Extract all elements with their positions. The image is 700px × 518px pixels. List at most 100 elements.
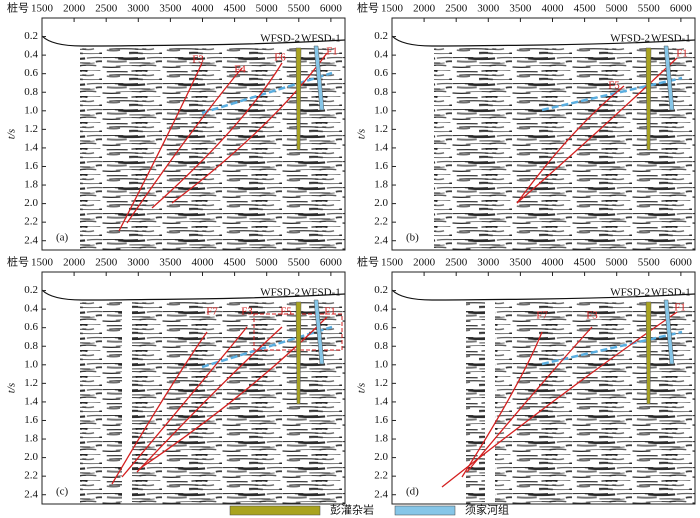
x-axis-label: 桩号 — [7, 1, 29, 15]
surface-line — [41, 289, 346, 301]
well-label: WFSD-1 — [651, 33, 691, 45]
y-tick-label: 1.2 — [374, 123, 388, 135]
fault-label: F5 — [608, 80, 620, 92]
x-tick-label: 5000 — [606, 257, 629, 269]
x-tick-label: 4000 — [191, 3, 214, 15]
fault-label: F5 — [280, 306, 292, 318]
y-tick-label: 0.8 — [24, 340, 38, 352]
x-tick-label: 4000 — [191, 257, 214, 269]
fault-label: F1 — [326, 46, 338, 58]
panel-label: (a) — [56, 232, 69, 244]
x-tick-label: 4500 — [574, 257, 597, 269]
fault-label: F1 — [324, 306, 336, 318]
y-axis-label: t/s — [6, 383, 18, 393]
fault — [136, 326, 283, 473]
y-tick-label: 2.0 — [374, 197, 388, 209]
well-label: WFSD-2 — [610, 287, 650, 299]
y-tick-label: 1.8 — [24, 179, 38, 191]
panel-label: (c) — [56, 486, 69, 498]
y-tick-label: 0.8 — [24, 86, 38, 98]
fault-label: F3 — [192, 54, 204, 66]
y-tick-label: 0.6 — [24, 67, 38, 79]
horizon — [541, 330, 683, 366]
fault-label: F3 — [586, 310, 598, 322]
x-tick-label: 2500 — [95, 257, 118, 269]
well-wfsd-2 — [295, 47, 302, 151]
y-tick-label: 2.2 — [374, 470, 388, 482]
x-tick-label: 3000 — [477, 257, 500, 269]
fault — [516, 57, 678, 204]
y-tick-label: 0.6 — [374, 321, 388, 333]
x-axis-label: 桩号 — [7, 255, 29, 269]
x-tick-label: 3500 — [509, 257, 532, 269]
well-label: WFSD-1 — [301, 33, 341, 45]
horizon — [541, 76, 683, 112]
y-tick-label: 1.2 — [24, 377, 38, 389]
x-tick-label: 6000 — [320, 257, 343, 269]
y-tick-label: 1.0 — [24, 104, 38, 116]
x-tick-label: 2000 — [63, 257, 86, 269]
x-tick-label: 5500 — [638, 3, 661, 15]
x-tick-label: 4000 — [541, 3, 564, 15]
y-tick-label: 1.0 — [374, 104, 388, 116]
x-tick-label: 2500 — [445, 257, 468, 269]
fault-label: F7 — [536, 310, 548, 322]
legend-label: 彭灌杂岩 — [330, 503, 374, 517]
y-tick-label: 1.0 — [374, 358, 388, 370]
y-tick-label: 0.4 — [374, 303, 388, 315]
well-label: WFSD-1 — [301, 287, 341, 299]
x-tick-label: 5500 — [638, 257, 661, 269]
panel: 1500 2000 2500 3000 3500 4000 4500 5000 5500 6000… — [6, 255, 346, 505]
x-tick-label: 5500 — [288, 257, 311, 269]
x-axis-label: 桩号 — [357, 255, 379, 269]
surface-line — [41, 35, 346, 47]
x-tick-label: 5000 — [256, 257, 278, 269]
well-wfsd-1 — [663, 45, 675, 111]
y-tick-label: 1.2 — [24, 123, 38, 135]
x-tick-label: 3000 — [127, 257, 150, 269]
frame — [41, 17, 346, 251]
surface-line — [391, 289, 696, 301]
x-tick-label: 4000 — [541, 257, 564, 269]
fault — [126, 67, 243, 224]
y-tick-label: 2.2 — [374, 216, 388, 228]
well-wfsd-1 — [663, 299, 675, 365]
y-tick-label: 0.4 — [24, 49, 38, 61]
y-tick-label: 1.6 — [374, 414, 388, 426]
well-label: WFSD-1 — [651, 287, 691, 299]
x-tick-label: 3500 — [509, 3, 532, 15]
y-tick-label: 1.4 — [24, 141, 38, 153]
fault — [516, 85, 625, 204]
y-tick-label: 1.8 — [374, 433, 388, 445]
y-tick-label: 2.4 — [374, 234, 388, 246]
y-tick-label: 1.6 — [24, 160, 38, 172]
y-tick-label: 2.4 — [374, 488, 388, 500]
well-wfsd-1 — [313, 45, 325, 111]
legend-swatch — [229, 505, 321, 516]
fault — [171, 52, 328, 204]
fault — [111, 331, 208, 485]
y-tick-label: 0.2 — [374, 30, 388, 42]
y-tick-label: 0.6 — [374, 67, 388, 79]
well-wfsd-2 — [295, 301, 302, 405]
fault — [466, 326, 593, 473]
x-tick-label: 3000 — [477, 3, 500, 15]
x-tick-label: 2500 — [445, 3, 468, 15]
fault-label: F1 — [676, 48, 688, 60]
well-label: WFSD-2 — [260, 287, 300, 299]
panel: 1500 2000 2500 3000 3500 4000 4500 5000 5500 6000… — [356, 1, 696, 251]
x-tick-label: 5500 — [288, 3, 311, 15]
fault-label: F6 — [274, 52, 286, 64]
horizon — [201, 71, 333, 115]
x-tick-label: 1500 — [381, 257, 404, 269]
seismic-section — [132, 302, 345, 504]
legend-label: 须家河组 — [465, 503, 509, 517]
y-tick-label: 0.2 — [24, 284, 38, 296]
frame — [391, 17, 696, 251]
well-wfsd-2 — [645, 47, 652, 151]
x-tick-label: 6000 — [670, 257, 693, 269]
y-tick-label: 0.6 — [24, 321, 38, 333]
frame — [41, 271, 346, 505]
y-tick-label: 2.2 — [24, 216, 38, 228]
x-tick-label: 5000 — [256, 3, 278, 15]
